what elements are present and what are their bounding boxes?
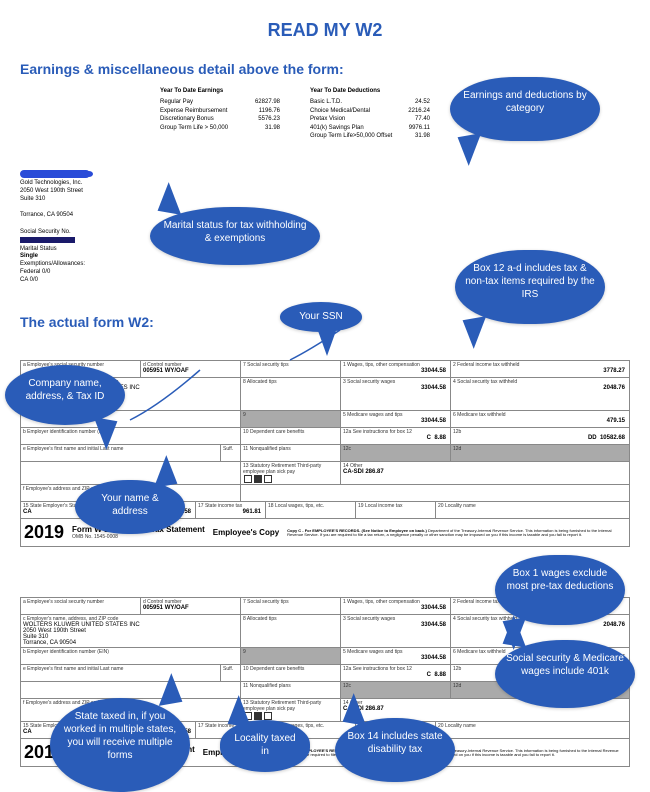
callout-locality: Locality taxed in [220, 720, 310, 772]
callout-earnings-category: Earnings and deductions by category [450, 77, 600, 141]
ytd-deductions: Year To Date Deductions Basic L.T.D.24.5… [310, 87, 430, 140]
callout-name-addr: Your name & address [75, 480, 185, 534]
ssn-redacted [20, 237, 75, 243]
ytd-earnings: Year To Date Earnings Regular Pay62827.9… [160, 87, 280, 140]
section1-heading: Earnings & miscellaneous detail above th… [20, 61, 630, 77]
callout-ssn: Your SSN [280, 302, 362, 332]
page-title: READ MY W2 [20, 20, 630, 41]
w2-fine-print: Copy C - For EMPLOYEE'S RECORDS. (See No… [287, 529, 626, 538]
scribble-icon [20, 170, 90, 178]
callout-state-taxed: State taxed in, if you worked in multipl… [50, 698, 190, 792]
callout-company: Company name, address, & Tax ID [5, 365, 125, 425]
callout-marital: Marital status for tax withholding & exe… [150, 207, 320, 265]
company-address: Gold Technologies, Inc. 2050 West 190th … [20, 170, 630, 219]
callout-box14: Box 14 includes state disability tax [335, 718, 455, 782]
w2-employee-copy: Employee's Copy [213, 528, 279, 537]
w2-year: 2019 [24, 522, 64, 543]
ytd-deductions-header: Year To Date Deductions [310, 87, 430, 95]
callout-box12: Box 12 a-d includes tax & non-tax items … [455, 250, 605, 324]
ytd-earnings-header: Year To Date Earnings [160, 87, 280, 95]
callout-ss-medicare: Social security & Medicare wages include… [495, 640, 635, 708]
